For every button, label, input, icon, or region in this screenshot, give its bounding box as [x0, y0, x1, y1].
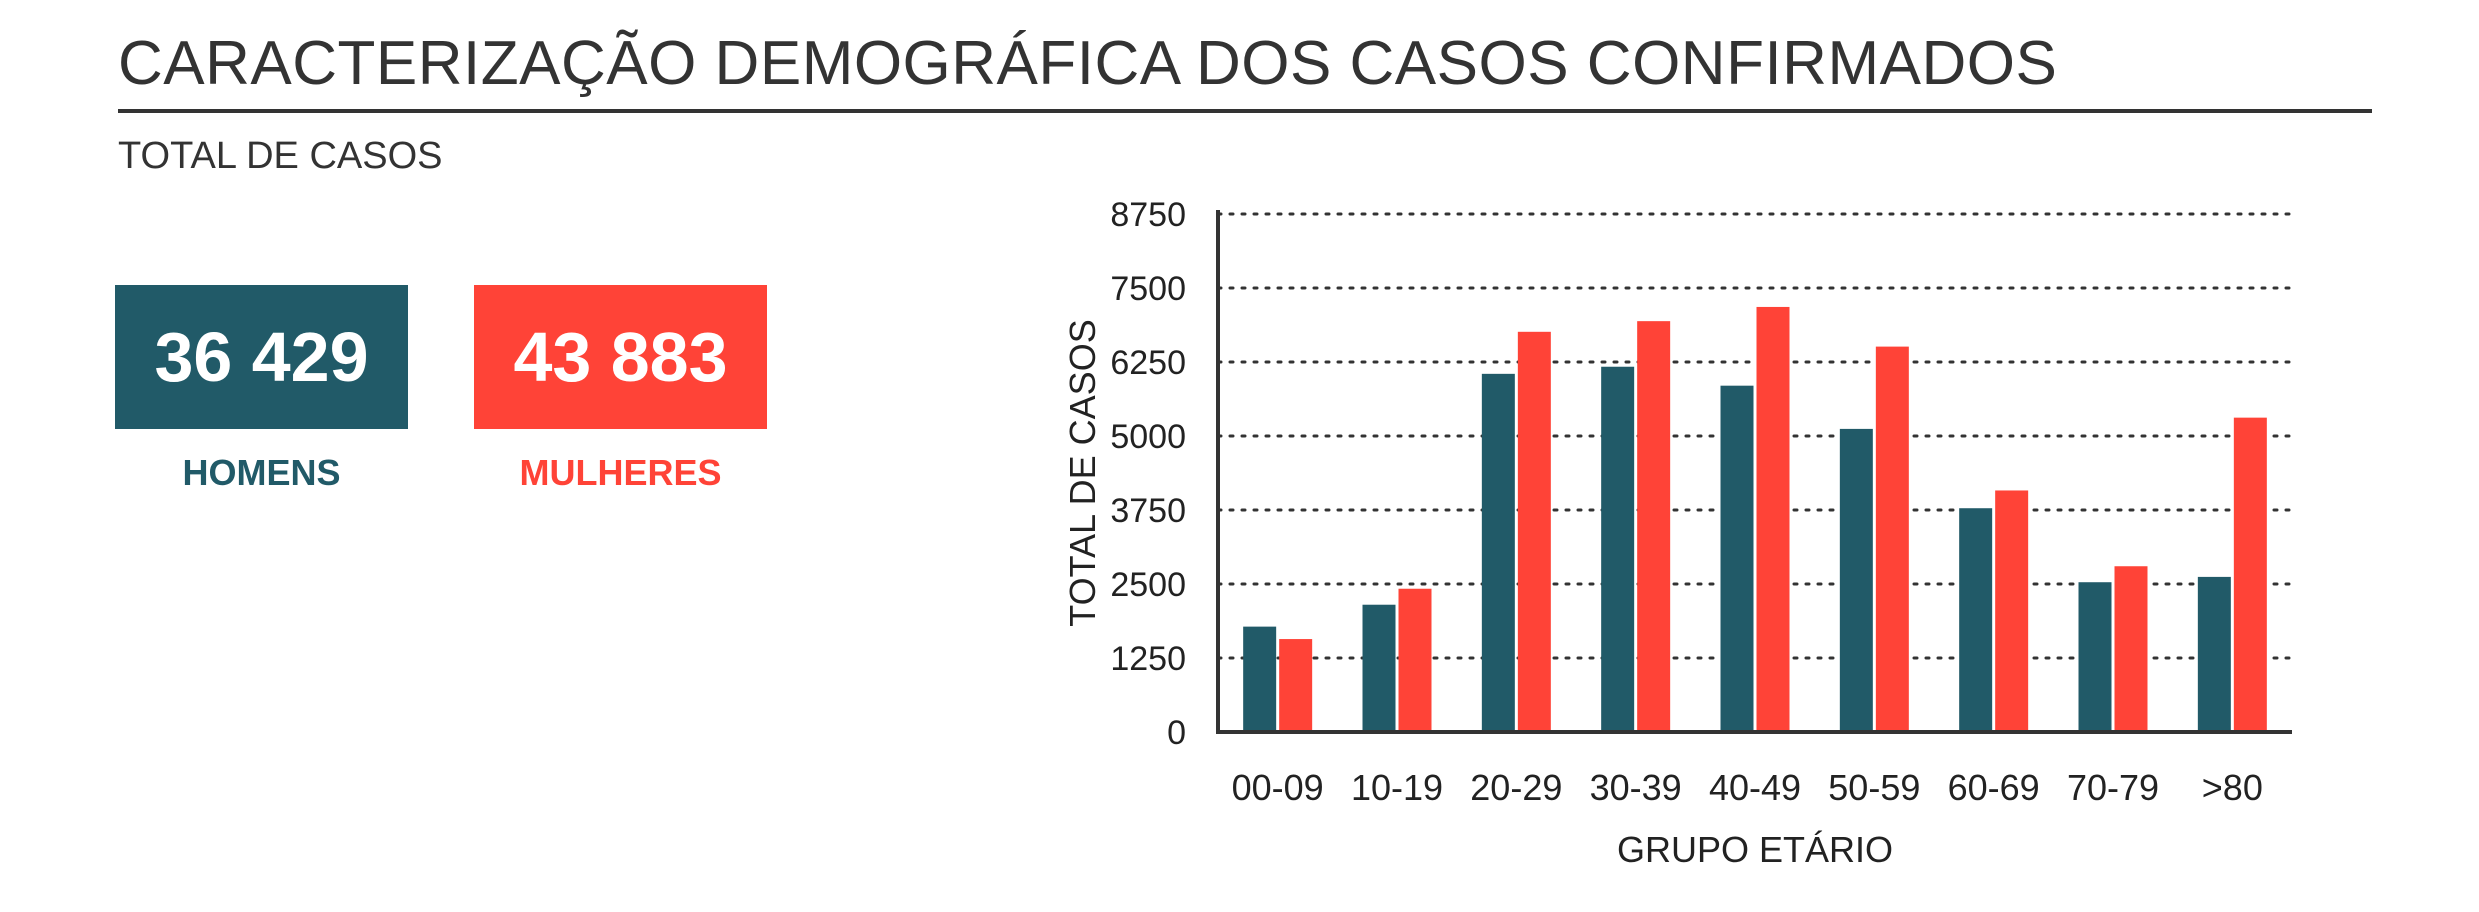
kpi-women-label: MULHERES — [519, 452, 722, 493]
x-tick-label: 20-29 — [1470, 767, 1562, 808]
bar-men — [1720, 385, 1754, 732]
x-tick-label: 60-69 — [1948, 767, 2040, 808]
x-axis-title: GRUPO ETÁRIO — [1617, 829, 1893, 870]
y-tick-label: 7500 — [1110, 270, 1186, 308]
bar-men — [2078, 582, 2112, 732]
x-tick-label: 00-09 — [1232, 767, 1324, 808]
y-tick-label: 0 — [1167, 714, 1186, 752]
x-tick-label: 70-79 — [2067, 767, 2159, 808]
bar-women — [1517, 331, 1551, 732]
section-label: TOTAL DE CASOS — [118, 135, 443, 177]
bar-men — [1839, 428, 1873, 732]
x-tick-label: 30-39 — [1590, 767, 1682, 808]
kpi-men-value: 36 429 — [154, 318, 369, 396]
kpi-men-box: 36 429 — [115, 285, 408, 429]
x-tick-label: >80 — [2202, 767, 2263, 808]
y-tick-label: 3750 — [1110, 492, 1186, 530]
y-tick-label: 2500 — [1110, 566, 1186, 604]
bar-women — [2233, 417, 2267, 732]
bar-women — [1756, 306, 1790, 732]
bar-men — [1243, 626, 1277, 732]
bar-men — [1601, 366, 1635, 732]
bar-women — [2114, 566, 2148, 732]
bar-women — [1637, 321, 1671, 732]
y-tick-label: 5000 — [1110, 418, 1186, 456]
bar-women — [1279, 639, 1313, 732]
y-axis-title: TOTAL DE CASOS — [1062, 319, 1103, 626]
bar-women — [1398, 588, 1432, 732]
y-tick-label: 1250 — [1110, 640, 1186, 678]
page-title: CARACTERIZAÇÃO DEMOGRÁFICA DOS CASOS CON… — [118, 29, 2058, 98]
bar-men — [1362, 604, 1396, 732]
kpi-men-label: HOMENS — [182, 452, 341, 493]
x-tick-label: 40-49 — [1709, 767, 1801, 808]
kpi-women-value: 43 883 — [513, 318, 728, 396]
bar-men — [1481, 373, 1515, 732]
y-tick-label: 6250 — [1110, 344, 1186, 382]
bar-men — [2197, 576, 2231, 732]
x-tick-label: 10-19 — [1351, 767, 1443, 808]
bar-women — [1875, 346, 1909, 732]
title-divider — [118, 109, 2372, 113]
x-tick-label: 50-59 — [1828, 767, 1920, 808]
kpi-women-box: 43 883 — [474, 285, 767, 429]
y-tick-label: 8750 — [1110, 196, 1186, 234]
bar-men — [1959, 508, 1993, 732]
bar-women — [1995, 490, 2029, 732]
